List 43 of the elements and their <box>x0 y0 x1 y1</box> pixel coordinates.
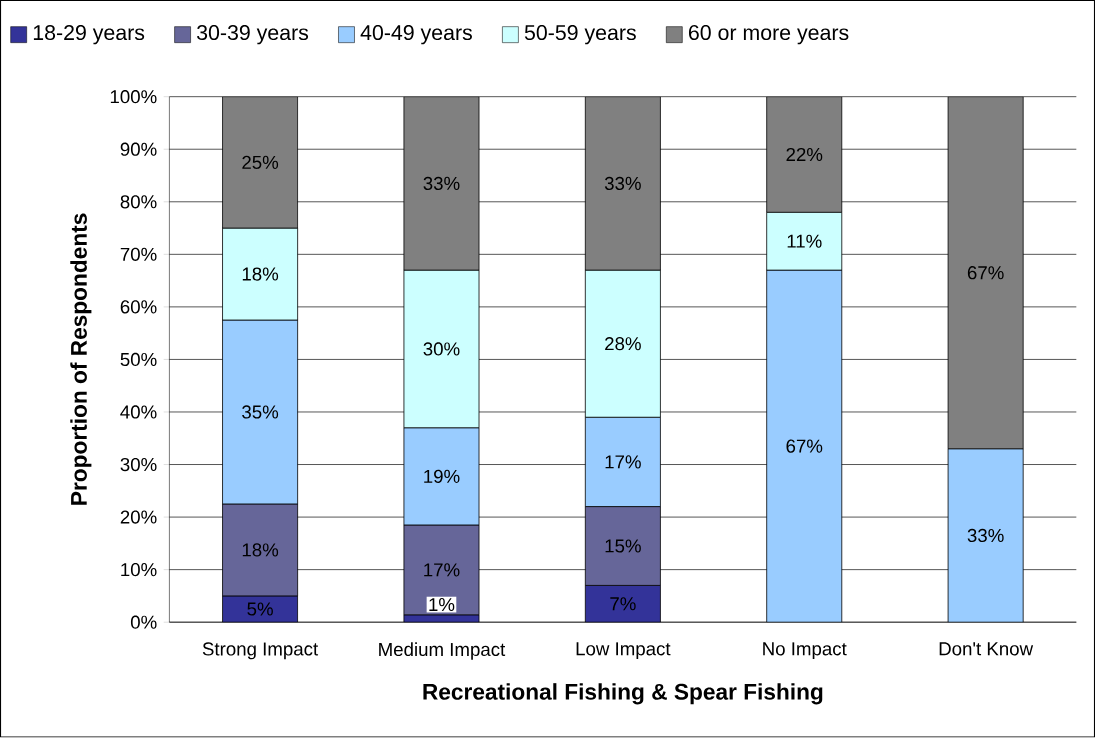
data-label: 17% <box>605 455 641 469</box>
y-tick-label: 80% <box>120 195 157 209</box>
y-tick-label: 20% <box>120 510 157 524</box>
legend-label: 30-39 years <box>197 25 309 45</box>
data-label: 18% <box>242 543 279 557</box>
data-label: 67% <box>967 266 1004 280</box>
x-tick-label: Strong Impact <box>202 642 319 660</box>
data-label: 25% <box>242 155 279 170</box>
legend-label: 18-29 years <box>33 25 145 45</box>
data-label: 11% <box>787 234 822 248</box>
data-label: 7% <box>610 597 636 611</box>
data-label: 28% <box>605 337 641 351</box>
x-tick-label: No Impact <box>763 642 847 660</box>
y-tick-label: 40% <box>120 405 157 419</box>
y-tick-label: 0% <box>130 615 157 630</box>
legend-label: 60 or more years <box>689 25 849 45</box>
data-label: 17% <box>424 563 460 577</box>
data-label: 35% <box>242 405 279 419</box>
legend-label: 50-59 years <box>524 25 636 45</box>
data-label: 33% <box>423 176 460 191</box>
data-label: 30% <box>423 342 460 356</box>
x-axis-title: Recreational Fishing & Spear Fishing <box>423 683 823 705</box>
data-label: 33% <box>967 529 1004 543</box>
y-tick-label: 70% <box>120 247 157 262</box>
y-tick-label: 50% <box>120 353 157 367</box>
y-tick-label: 30% <box>120 458 157 472</box>
y-tick-label: 60% <box>120 300 157 314</box>
y-tick-label: 90% <box>120 142 157 157</box>
data-label: 5% <box>247 602 273 616</box>
data-label: 19% <box>424 469 460 484</box>
data-label: 1% <box>429 598 455 612</box>
y-tick-label: 100% <box>110 90 157 104</box>
x-tick-label: Low Impact <box>576 642 671 660</box>
legend-label: 40-49 years <box>360 25 472 45</box>
data-label: 33% <box>604 176 641 191</box>
data-label: 15% <box>605 539 641 553</box>
y-tick-label: 10% <box>121 563 157 577</box>
x-tick-label: Don't Know <box>939 642 1034 656</box>
x-tick-label: Medium Impact <box>379 642 506 660</box>
data-label: 22% <box>786 148 823 162</box>
y-axis-title: Proportion of Respondents <box>70 213 92 505</box>
data-label: 18% <box>242 267 279 281</box>
data-label: 67% <box>786 439 823 453</box>
